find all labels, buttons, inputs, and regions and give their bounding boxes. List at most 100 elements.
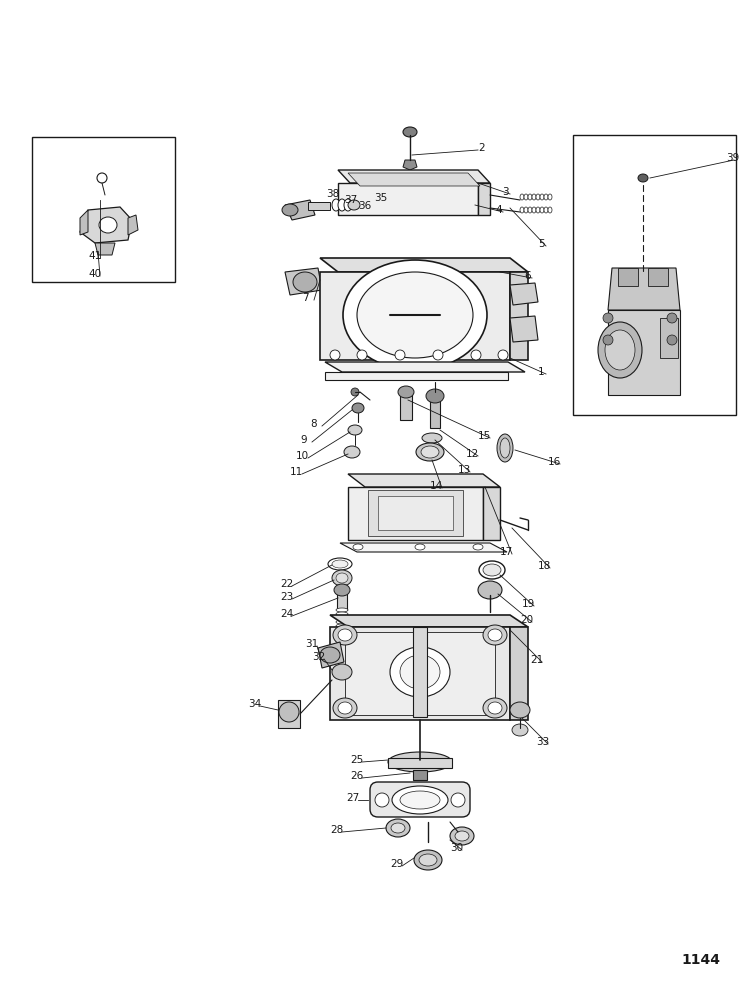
Ellipse shape (357, 272, 473, 358)
Polygon shape (510, 283, 538, 305)
FancyBboxPatch shape (370, 782, 470, 817)
Text: 3: 3 (502, 187, 509, 197)
Text: 12: 12 (466, 449, 479, 459)
Ellipse shape (638, 174, 648, 182)
Ellipse shape (338, 199, 346, 211)
Ellipse shape (603, 313, 613, 323)
Ellipse shape (351, 388, 359, 396)
Ellipse shape (386, 819, 410, 837)
Text: 32: 32 (312, 652, 326, 662)
Polygon shape (478, 183, 490, 215)
Ellipse shape (667, 313, 677, 323)
Ellipse shape (338, 629, 352, 641)
Ellipse shape (483, 625, 507, 645)
Ellipse shape (279, 702, 299, 722)
Ellipse shape (293, 272, 317, 292)
Text: 5: 5 (538, 239, 544, 249)
Ellipse shape (605, 330, 635, 370)
Ellipse shape (388, 752, 452, 772)
Bar (660, 318, 678, 358)
Polygon shape (320, 272, 510, 360)
Ellipse shape (353, 544, 363, 550)
Text: 23: 23 (280, 592, 293, 602)
Ellipse shape (390, 647, 450, 697)
Bar (430, 398, 440, 428)
Ellipse shape (520, 194, 524, 200)
Bar (337, 592, 347, 610)
Text: 29: 29 (390, 859, 404, 869)
Ellipse shape (544, 207, 548, 213)
Text: 24: 24 (280, 609, 293, 619)
Polygon shape (285, 200, 315, 220)
Ellipse shape (483, 698, 507, 718)
Polygon shape (95, 243, 115, 255)
Text: 14: 14 (430, 481, 443, 491)
Text: 20: 20 (520, 615, 533, 625)
Polygon shape (320, 258, 528, 272)
Polygon shape (318, 642, 344, 668)
Ellipse shape (510, 702, 530, 718)
Ellipse shape (403, 127, 417, 137)
Polygon shape (483, 487, 500, 540)
Text: 17: 17 (500, 547, 513, 557)
Ellipse shape (400, 791, 440, 809)
Text: 15: 15 (478, 431, 491, 441)
Text: 25: 25 (350, 755, 363, 765)
Ellipse shape (338, 702, 352, 714)
Ellipse shape (483, 564, 501, 576)
Ellipse shape (426, 389, 444, 403)
Polygon shape (403, 160, 417, 170)
Ellipse shape (433, 350, 443, 360)
Text: 22: 22 (280, 579, 293, 589)
Ellipse shape (336, 616, 348, 620)
Ellipse shape (336, 624, 348, 628)
Ellipse shape (544, 194, 548, 200)
Ellipse shape (421, 446, 439, 458)
Bar (308, 202, 330, 210)
Text: 40: 40 (88, 269, 101, 279)
Ellipse shape (336, 573, 348, 583)
Ellipse shape (348, 425, 362, 435)
Ellipse shape (422, 433, 442, 443)
Ellipse shape (520, 207, 524, 213)
Ellipse shape (528, 194, 532, 200)
Ellipse shape (320, 647, 340, 663)
Ellipse shape (344, 199, 352, 211)
Ellipse shape (667, 335, 677, 345)
Bar (648, 268, 668, 286)
Text: 38: 38 (326, 189, 339, 199)
Polygon shape (340, 543, 507, 552)
Ellipse shape (419, 854, 437, 866)
Ellipse shape (451, 793, 465, 807)
Polygon shape (325, 362, 525, 372)
Polygon shape (608, 310, 680, 395)
Ellipse shape (392, 786, 448, 814)
Polygon shape (510, 316, 538, 342)
Ellipse shape (598, 322, 642, 378)
Text: 18: 18 (538, 561, 551, 571)
Ellipse shape (332, 199, 340, 211)
Ellipse shape (524, 194, 528, 200)
Ellipse shape (540, 194, 544, 200)
Ellipse shape (332, 664, 352, 680)
Text: 36: 36 (358, 201, 371, 211)
Polygon shape (348, 487, 483, 540)
Ellipse shape (332, 560, 348, 568)
Ellipse shape (97, 173, 107, 183)
Text: 11: 11 (290, 467, 303, 477)
Text: 27: 27 (346, 793, 359, 803)
Polygon shape (368, 490, 463, 536)
Ellipse shape (343, 260, 487, 370)
Ellipse shape (336, 620, 348, 624)
Polygon shape (285, 268, 322, 295)
Polygon shape (378, 496, 453, 530)
Ellipse shape (548, 207, 552, 213)
Polygon shape (338, 183, 478, 215)
Ellipse shape (536, 194, 540, 200)
Bar (400, 392, 412, 420)
Ellipse shape (536, 207, 540, 213)
Bar (413, 627, 427, 717)
Ellipse shape (450, 827, 474, 845)
Ellipse shape (375, 793, 389, 807)
Ellipse shape (395, 350, 405, 360)
